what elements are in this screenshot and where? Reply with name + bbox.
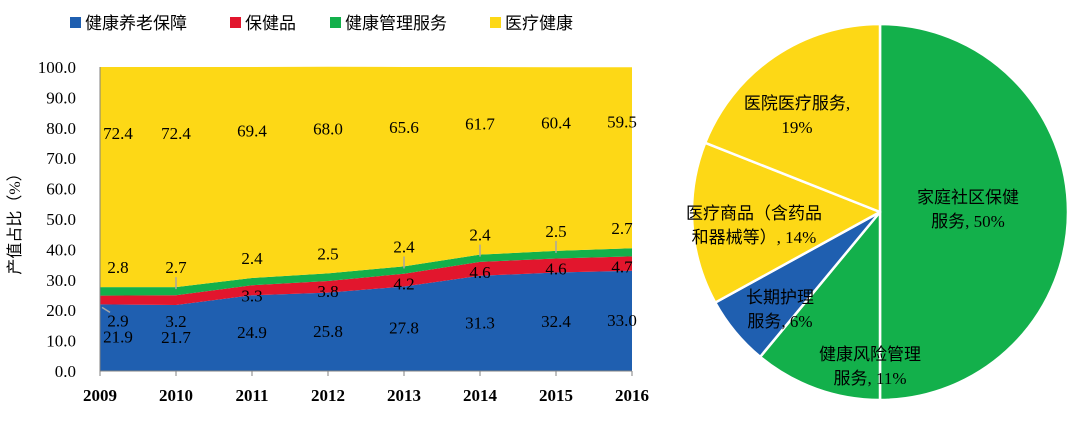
x-tick-label-3: 2012 bbox=[311, 386, 345, 405]
data-label-s3-1: 72.4 bbox=[161, 124, 191, 143]
data-label-s0-2: 24.9 bbox=[237, 323, 267, 342]
data-label-s1-1: 3.2 bbox=[165, 312, 186, 331]
pie-label-2-line-1: 服务, 6% bbox=[747, 312, 812, 331]
y-tick-label-5: 50.0 bbox=[46, 210, 76, 229]
pie-label-2-line-0: 长期护理 bbox=[746, 288, 814, 307]
data-label-s3-0: 72.4 bbox=[103, 124, 133, 143]
pie-label-1-line-0: 健康风险管理 bbox=[819, 345, 921, 364]
area-series-2 bbox=[100, 248, 632, 296]
y-tick-label-8: 80.0 bbox=[46, 119, 76, 138]
pie-label-0-line-1: 服务, 50% bbox=[931, 212, 1005, 231]
y-tick-label-4: 40.0 bbox=[46, 240, 76, 259]
legend-swatch-0 bbox=[70, 17, 81, 28]
data-label-s2-2: 2.4 bbox=[241, 249, 263, 268]
data-label-s1-3: 3.8 bbox=[317, 282, 338, 301]
legend: 健康养老保障 保健品 健康管理服务 医疗健康 bbox=[70, 14, 573, 34]
data-label-s1-0: 2.9 bbox=[107, 311, 128, 330]
pie-slice-3 bbox=[690, 141, 882, 304]
legend-swatch-1 bbox=[230, 17, 241, 28]
data-label-s1-5: 4.6 bbox=[469, 263, 490, 282]
data-label-s3-7: 59.5 bbox=[607, 113, 637, 132]
y-tick-label-0: 0.0 bbox=[55, 362, 76, 381]
data-label-s2-3: 2.5 bbox=[317, 244, 338, 263]
data-label-s0-7: 33.0 bbox=[607, 311, 637, 330]
area-series-3 bbox=[100, 66, 632, 288]
data-label-s1-4: 4.2 bbox=[393, 275, 414, 294]
x-tick-label-2: 2011 bbox=[235, 386, 268, 405]
y-tick-label-7: 70.0 bbox=[46, 149, 76, 168]
y-tick-label-6: 60.0 bbox=[46, 180, 76, 199]
legend-label-3: 医疗健康 bbox=[505, 14, 573, 34]
data-label-s0-0: 21.9 bbox=[103, 328, 133, 347]
x-tick-label-6: 2015 bbox=[539, 386, 573, 405]
x-tick-label-0: 2009 bbox=[83, 386, 117, 405]
data-label-s3-3: 68.0 bbox=[313, 120, 343, 139]
data-label-s1-2: 3.3 bbox=[241, 286, 262, 305]
data-label-s3-2: 69.4 bbox=[237, 121, 267, 140]
stacked-area-chart: 0.0 10.0 20.0 30.0 40.0 50.0 60.0 70.0 80.0 90.0 1… bbox=[6, 58, 649, 405]
legend-label-1: 保健品 bbox=[245, 14, 296, 34]
y-tick-label-1: 10.0 bbox=[46, 332, 76, 351]
y-tick-label-3: 30.0 bbox=[46, 271, 76, 290]
data-label-s0-1: 21.7 bbox=[161, 328, 191, 347]
pie-label-4-line-0: 医院医疗服务, bbox=[744, 94, 850, 113]
data-label-s2-7: 2.7 bbox=[611, 219, 633, 238]
data-label-s0-6: 32.4 bbox=[541, 312, 571, 331]
data-label-s2-1: 2.7 bbox=[165, 258, 187, 277]
x-tick-label-4: 2013 bbox=[387, 386, 421, 405]
y-tick-label-9: 90.0 bbox=[46, 88, 76, 107]
legend-label-2: 健康管理服务 bbox=[345, 14, 447, 34]
pie-label-0-line-0: 家庭社区保健 bbox=[917, 188, 1019, 207]
pie-slice-0 bbox=[878, 22, 1070, 402]
data-label-s2-5: 2.4 bbox=[469, 226, 491, 245]
data-label-s2-4: 2.4 bbox=[393, 237, 415, 256]
legend-label-0: 健康养老保障 bbox=[85, 14, 187, 34]
legend-swatch-2 bbox=[330, 17, 341, 28]
y-tick-label-10: 100.0 bbox=[38, 58, 76, 77]
data-label-s3-4: 65.6 bbox=[389, 118, 419, 137]
data-label-s3-5: 61.7 bbox=[465, 114, 495, 133]
pie-label-3-line-1: 和器械等）, 14% bbox=[692, 228, 817, 247]
x-tick-label-7: 2016 bbox=[615, 386, 649, 405]
data-label-s0-3: 25.8 bbox=[313, 322, 343, 341]
y-axis-title: 产值占比（%） bbox=[6, 165, 24, 274]
area-series-1 bbox=[100, 256, 632, 305]
x-tick-label-1: 2010 bbox=[159, 386, 193, 405]
pie-label-4-line-1: 19% bbox=[781, 118, 812, 137]
data-label-s1-6: 4.6 bbox=[545, 260, 566, 279]
leader-line-s1-0 bbox=[101, 306, 111, 314]
data-label-s3-6: 60.4 bbox=[541, 113, 571, 132]
pie-slice-1 bbox=[758, 210, 882, 402]
data-label-s0-4: 27.8 bbox=[389, 319, 419, 338]
x-tick-label-5: 2014 bbox=[463, 386, 498, 405]
data-label-s2-6: 2.5 bbox=[545, 222, 566, 241]
legend-swatch-3 bbox=[490, 17, 501, 28]
data-label-s0-5: 31.3 bbox=[465, 313, 495, 332]
pie-label-3-line-0: 医疗商品（含药品 bbox=[686, 204, 822, 223]
area-series-0 bbox=[100, 270, 632, 371]
y-tick-label-2: 20.0 bbox=[46, 301, 76, 320]
pie-slice-4 bbox=[703, 22, 882, 214]
data-label-s1-7: 4.7 bbox=[611, 257, 633, 276]
pie-label-1-line-1: 服务, 11% bbox=[833, 369, 906, 388]
data-label-s2-0: 2.8 bbox=[107, 258, 128, 277]
